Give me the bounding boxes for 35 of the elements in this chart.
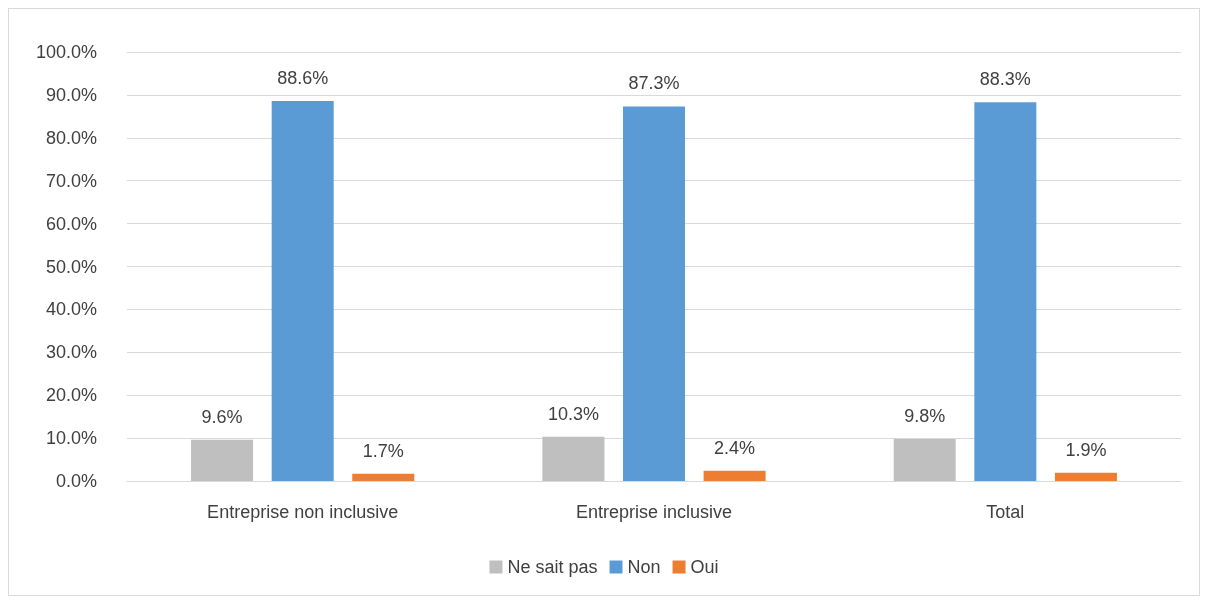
data-label: 88.3% xyxy=(979,69,1031,90)
bar xyxy=(271,100,334,481)
y-tick-label: 90.0% xyxy=(45,84,97,105)
data-label: 1.9% xyxy=(1065,439,1107,460)
bar xyxy=(974,102,1037,481)
data-label: 87.3% xyxy=(628,73,680,94)
data-label: 9.8% xyxy=(904,405,946,426)
data-label: 88.6% xyxy=(277,67,329,88)
bar xyxy=(191,439,254,481)
bar xyxy=(1054,472,1117,481)
bar xyxy=(703,470,766,481)
bar xyxy=(352,473,415,481)
y-tick-label: 20.0% xyxy=(45,385,97,406)
x-tick-label: Entreprise non inclusive xyxy=(207,502,399,522)
y-tick-label: 70.0% xyxy=(45,170,97,191)
y-tick-label: 10.0% xyxy=(45,428,97,449)
y-tick-label: 80.0% xyxy=(45,127,97,148)
y-tick-label: 100.0% xyxy=(35,42,97,62)
legend-label: Ne sait pas xyxy=(507,557,598,577)
x-tick-label: Total xyxy=(986,502,1025,522)
y-tick-label: 0.0% xyxy=(55,471,97,491)
legend-label: Non xyxy=(627,557,661,577)
bar xyxy=(542,436,605,481)
data-label: 9.6% xyxy=(201,406,243,427)
data-label: 1.7% xyxy=(362,440,404,461)
y-tick-label: 30.0% xyxy=(45,342,97,363)
legend-label: Oui xyxy=(690,557,719,577)
bar xyxy=(623,106,685,481)
y-tick-label: 40.0% xyxy=(45,299,97,320)
y-tick-label: 50.0% xyxy=(45,256,97,277)
x-tick-label: Entreprise inclusive xyxy=(575,502,733,522)
data-label: 2.4% xyxy=(714,437,756,458)
bar xyxy=(893,438,956,481)
data-label: 10.3% xyxy=(547,403,599,424)
y-tick-label: 60.0% xyxy=(45,213,97,234)
